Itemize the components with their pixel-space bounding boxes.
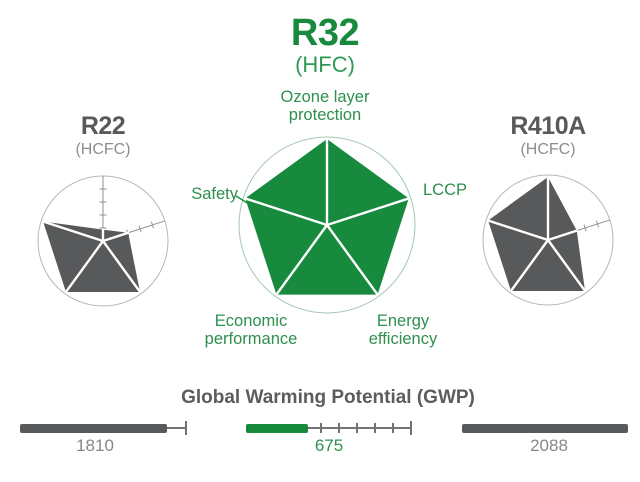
radar-chart-r410a	[482, 174, 614, 306]
radar-chart-r32	[235, 136, 416, 314]
right-chart-title: R410A	[510, 112, 586, 140]
gwp-scale-tick	[356, 423, 358, 433]
main-title: R32	[290, 12, 360, 54]
radar-chart-r22	[37, 175, 169, 307]
left-chart-subtitle: (HCFC)	[75, 141, 131, 158]
gwp-scale-tick	[338, 423, 340, 433]
gwp-bar-r22-endcap	[185, 421, 187, 435]
gwp-scale-tick	[320, 423, 322, 433]
gwp-value-r22: 1810	[76, 436, 114, 455]
gwp-scale-tick	[374, 423, 376, 433]
axis-label-lccp: LCCP	[423, 181, 468, 199]
gwp-scale-tick	[392, 423, 394, 433]
gwp-bar-r32-endcap	[410, 421, 412, 435]
main-subtitle: (HFC)	[295, 52, 355, 77]
gwp-bar-r22	[20, 424, 167, 433]
gwp-value-r32: 675	[314, 436, 344, 455]
axis-label-economic: Economic performance	[204, 312, 298, 349]
gwp-bar-r32	[246, 424, 308, 433]
gwp-bar-r410a	[462, 424, 628, 433]
axis-label-safety: Safety	[191, 185, 238, 203]
gwp-bar-r22-whisker	[167, 427, 186, 429]
axis-label-ozone: Ozone layer protection	[280, 88, 370, 125]
gwp-scale-line-r32	[308, 427, 411, 429]
gwp-title: Global Warming Potential (GWP)	[181, 387, 475, 408]
gwp-value-r410a: 2088	[530, 436, 568, 455]
axis-label-energy: Energy efficiency	[368, 312, 438, 349]
left-chart-title: R22	[80, 112, 126, 140]
right-chart-subtitle: (HCFC)	[520, 141, 576, 158]
